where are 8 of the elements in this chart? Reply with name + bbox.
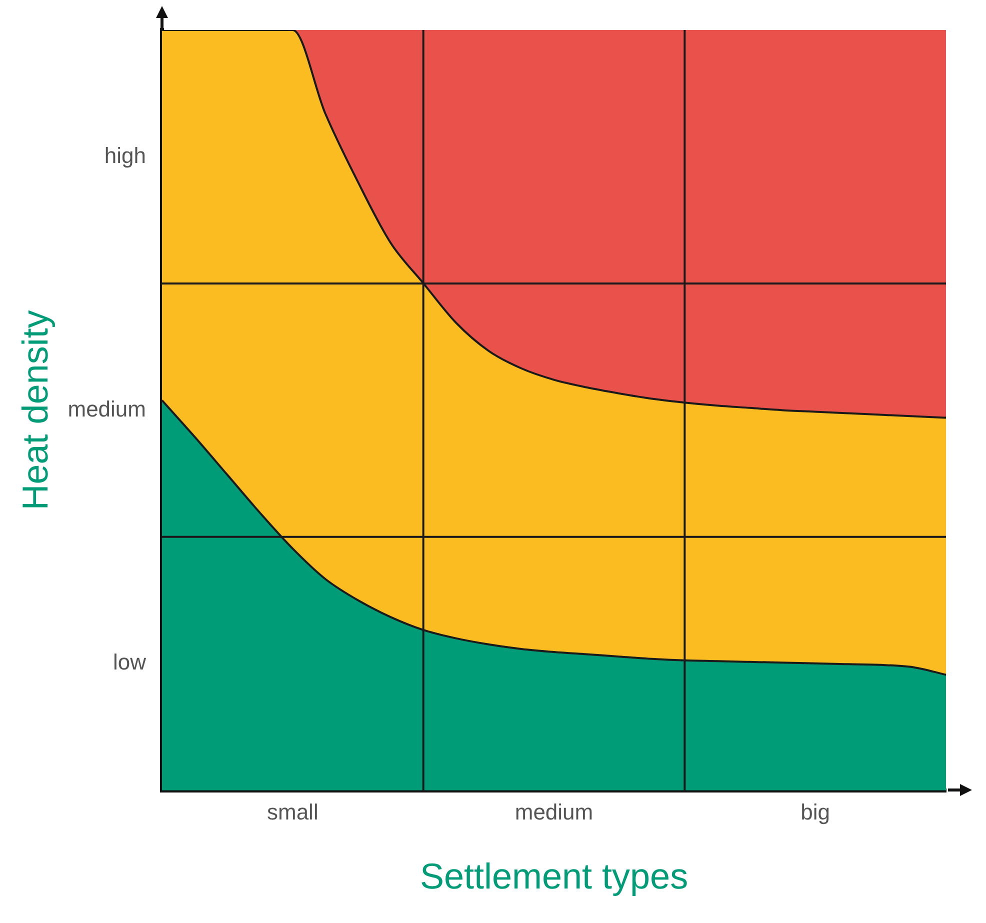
text: high: [104, 142, 146, 168]
x-axis-title: Settlement types: [420, 855, 688, 896]
x-tick-label: small: [266, 800, 318, 825]
text: low: [112, 650, 146, 675]
y-axis-title: Heat density: [14, 310, 56, 510]
text: medium: [68, 396, 146, 422]
x-tick-label: big: [800, 800, 830, 825]
x-tick-label: medium: [514, 800, 594, 825]
